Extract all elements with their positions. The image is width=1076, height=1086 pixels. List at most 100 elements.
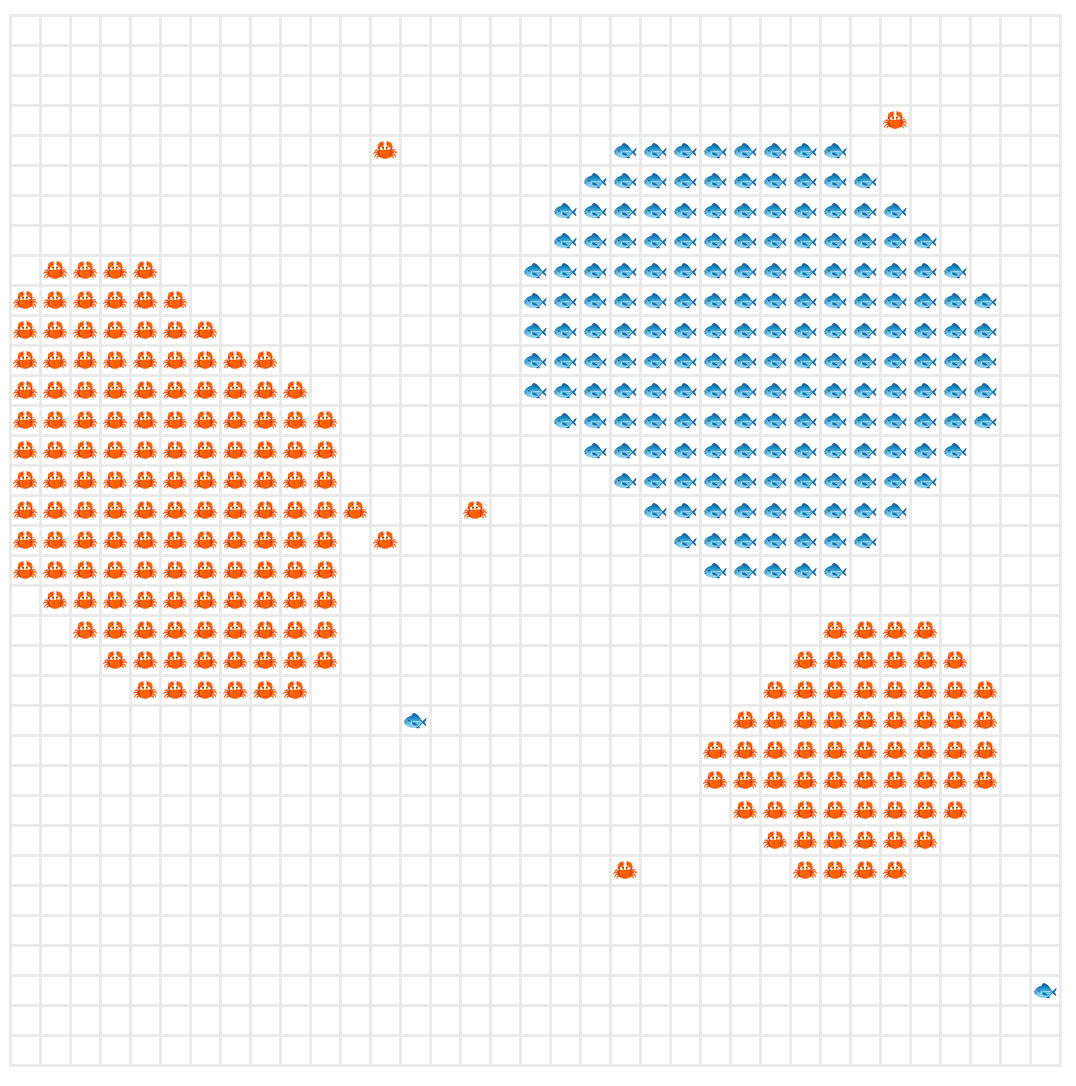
cell <box>162 227 189 254</box>
cell <box>492 767 519 794</box>
cell <box>972 47 999 74</box>
cell <box>312 947 339 974</box>
cell: 🦀 <box>252 527 279 554</box>
cell <box>372 287 399 314</box>
cell: 🐟 <box>822 557 849 584</box>
cell: 🦀 <box>882 107 909 134</box>
cell: 🦀 <box>252 587 279 614</box>
cell <box>522 137 549 164</box>
cell <box>1032 287 1059 314</box>
cell <box>222 827 249 854</box>
cell <box>432 647 459 674</box>
cell: 🐟 <box>942 317 969 344</box>
cell <box>162 107 189 134</box>
cell <box>312 917 339 944</box>
cell <box>372 767 399 794</box>
cell <box>1032 527 1059 554</box>
cell <box>1002 737 1029 764</box>
cell: 🐟 <box>702 257 729 284</box>
cell: 🐟 <box>762 467 789 494</box>
cell <box>462 977 489 1004</box>
cell <box>12 1037 39 1064</box>
cell: 🦀 <box>72 587 99 614</box>
cell: 🐟 <box>522 257 549 284</box>
cell: 🦀 <box>852 767 879 794</box>
cell <box>672 767 699 794</box>
cell: 🦀 <box>42 467 69 494</box>
cell: 🦀 <box>312 587 339 614</box>
cell <box>42 797 69 824</box>
cell <box>582 47 609 74</box>
cell <box>102 77 129 104</box>
cell <box>42 47 69 74</box>
cell: 🐟 <box>552 317 579 344</box>
cell <box>462 647 489 674</box>
cell: 🐟 <box>972 317 999 344</box>
cell <box>372 647 399 674</box>
cell <box>432 227 459 254</box>
cell <box>972 437 999 464</box>
cell: 🐟 <box>882 287 909 314</box>
cell <box>12 917 39 944</box>
cell: 🐟 <box>942 377 969 404</box>
cell <box>402 17 429 44</box>
cell <box>42 857 69 884</box>
cell <box>282 137 309 164</box>
cell <box>282 1037 309 1064</box>
cell <box>1032 707 1059 734</box>
cell <box>522 467 549 494</box>
cell <box>1002 167 1029 194</box>
cell <box>12 47 39 74</box>
cell <box>732 677 759 704</box>
cell <box>402 947 429 974</box>
cell: 🐟 <box>702 437 729 464</box>
cell <box>552 107 579 134</box>
cell <box>642 47 669 74</box>
cell <box>312 1007 339 1034</box>
cell <box>642 707 669 734</box>
cell <box>672 17 699 44</box>
cell <box>582 857 609 884</box>
cell <box>1002 977 1029 1004</box>
cell <box>642 17 669 44</box>
cell <box>522 917 549 944</box>
cell <box>672 887 699 914</box>
cell: 🦀 <box>132 287 159 314</box>
cell <box>282 197 309 224</box>
cell <box>372 917 399 944</box>
cell: 🦀 <box>942 737 969 764</box>
cell <box>642 677 669 704</box>
cell <box>552 977 579 1004</box>
cell <box>672 647 699 674</box>
cell <box>342 107 369 134</box>
cell <box>162 1007 189 1034</box>
cell <box>942 527 969 554</box>
cell <box>312 77 339 104</box>
cell <box>792 947 819 974</box>
cell <box>462 167 489 194</box>
cell: 🦀 <box>42 257 69 284</box>
cell: 🐟 <box>852 497 879 524</box>
cell <box>342 677 369 704</box>
cell: 🦀 <box>162 407 189 434</box>
cell: 🐟 <box>762 557 789 584</box>
cell <box>162 737 189 764</box>
cell: 🦀 <box>822 707 849 734</box>
cell: 🐟 <box>642 377 669 404</box>
cell <box>432 857 459 884</box>
cell: 🦀 <box>942 797 969 824</box>
cell: 🦀 <box>792 857 819 884</box>
cell: 🐟 <box>852 407 879 434</box>
cell <box>282 947 309 974</box>
cell <box>102 977 129 1004</box>
cell <box>492 167 519 194</box>
cell <box>642 737 669 764</box>
cell <box>1032 497 1059 524</box>
cell <box>162 17 189 44</box>
cell <box>432 797 459 824</box>
cell: 🐟 <box>972 407 999 434</box>
cell <box>672 77 699 104</box>
cell: 🦀 <box>162 677 189 704</box>
cell <box>102 947 129 974</box>
cell: 🦀 <box>252 617 279 644</box>
